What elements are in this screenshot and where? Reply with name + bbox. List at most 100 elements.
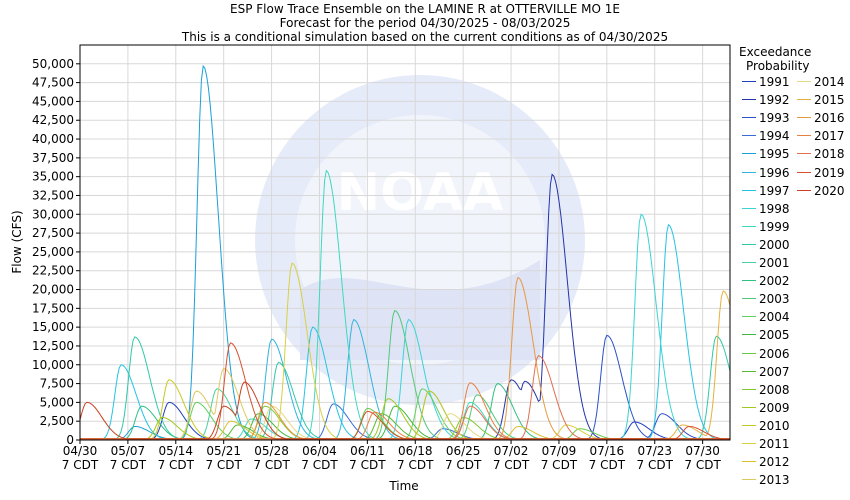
y-tick-label: 40,000 [32,132,74,146]
y-tick-label: 32,500 [32,188,74,202]
x-tick-label: 06/18 [398,444,433,458]
legend-label: 1995 [759,147,790,162]
legend-swatch [742,189,756,191]
y-tick-label: 47,500 [32,76,74,90]
x-tick-label-time: 7 CDT [493,458,530,472]
legend-swatch [742,443,756,444]
y-tick-label: 12,500 [32,339,74,353]
legend-item-1997: 1997 [742,184,790,198]
y-tick-label: 37,500 [32,151,74,165]
legend-swatch [742,262,756,263]
x-tick-label-time: 7 CDT [110,458,147,472]
legend-item-2011: 2011 [742,437,790,451]
legend-item-2000: 2000 [742,238,790,252]
y-tick-label: 42,500 [32,113,74,127]
legend-item-2016: 2016 [797,111,845,125]
legend-item-2018: 2018 [797,147,845,161]
y-tick-label: 35,000 [32,170,74,184]
legend-swatch [742,81,756,82]
x-tick-label-time: 7 CDT [349,458,386,472]
series-line-1991 [80,401,730,440]
legend-swatch [742,280,756,282]
legend-label: 1992 [759,93,790,108]
y-tick-label: 7,500 [40,377,74,391]
legend-item-2005: 2005 [742,328,790,342]
legend-swatch [742,352,756,354]
x-tick-label: 04/30 [63,444,98,458]
legend-swatch [797,171,811,173]
x-tick-label-time: 7 CDT [301,458,338,472]
svg-text:NOAA: NOAA [337,163,504,223]
x-tick-label: 07/02 [494,444,529,458]
legend-item-2012: 2012 [742,455,790,469]
legend-label: 2007 [759,364,790,379]
legend-label: 2009 [759,400,790,415]
legend-item-1994: 1994 [742,129,790,143]
x-tick-label: 05/28 [254,444,289,458]
legend-item-2009: 2009 [742,401,790,415]
legend-label: 2010 [759,418,790,433]
legend-swatch [742,298,756,300]
legend-item-2001: 2001 [742,256,790,270]
series-line-2020 [79,381,730,440]
legend-swatch [742,225,756,227]
y-tick-label: 10,000 [32,358,74,372]
legend-label: 2001 [759,256,790,270]
legend-item-2017: 2017 [797,129,845,143]
legend-swatch [742,388,756,390]
chart-note: This is a conditional simulation based o… [181,30,669,44]
y-tick-label: 15,000 [32,320,74,334]
legend-swatch [797,153,811,155]
legend-swatch [742,316,756,318]
legend-item-2003: 2003 [742,292,790,306]
x-tick-label-time: 7 CDT [589,458,626,472]
x-tick-label: 05/07 [111,444,146,458]
legend-swatch [742,370,756,372]
x-tick-label-time: 7 CDT [158,458,195,472]
x-tick-label: 06/04 [302,444,337,458]
x-axis-label: Time [388,479,418,493]
legend-swatch [797,99,811,101]
x-tick-label-time: 7 CDT [541,458,578,472]
y-tick-label: 27,500 [32,226,74,240]
x-tick-label-time: 7 CDT [637,458,674,472]
legend-swatch [742,334,756,336]
x-tick-label-time: 7 CDT [253,458,290,472]
legend-item-2019: 2019 [797,166,845,180]
legend-item-1999: 1999 [742,220,790,234]
y-tick-label: 20,000 [32,283,74,297]
legend-label: 2013 [759,473,790,488]
x-tick-label-time: 7 CDT [684,458,721,472]
legend-item-1998: 1998 [742,202,790,216]
x-tick-label: 05/21 [206,444,241,458]
x-tick-label: 07/23 [637,444,672,458]
x-tick-label: 07/09 [542,444,577,458]
legend-item-1992: 1992 [742,93,790,107]
x-tick-label-time: 7 CDT [62,458,99,472]
legend-label: 2018 [814,147,845,162]
legend-label: 2014 [814,75,845,89]
legend-item-2020: 2020 [797,184,845,198]
legend-swatch [742,461,756,463]
legend-label: 1996 [759,165,790,180]
legend-item-1993: 1993 [742,111,790,125]
legend-label: 2008 [759,382,790,397]
legend-swatch [742,153,756,155]
legend-swatch [742,406,756,408]
legend-label: 2016 [814,111,845,126]
legend-item-1991: 1991 [742,75,790,89]
legend-item-1996: 1996 [742,166,790,180]
x-tick-label-time: 7 CDT [397,458,434,472]
legend-label: 1999 [759,219,790,234]
y-tick-label: 17,500 [32,301,74,315]
legend-swatch [797,135,811,137]
x-tick-label: 06/25 [446,444,481,458]
x-tick-label: 07/16 [590,444,625,458]
y-tick-label: 25,000 [32,245,74,259]
plot-frame [79,44,731,441]
y-tick-label: 50,000 [32,57,74,71]
y-tick-label: 22,500 [32,264,74,278]
legend-item-2006: 2006 [742,347,790,361]
legend-swatch [742,243,756,245]
legend-label: 2017 [814,129,845,144]
